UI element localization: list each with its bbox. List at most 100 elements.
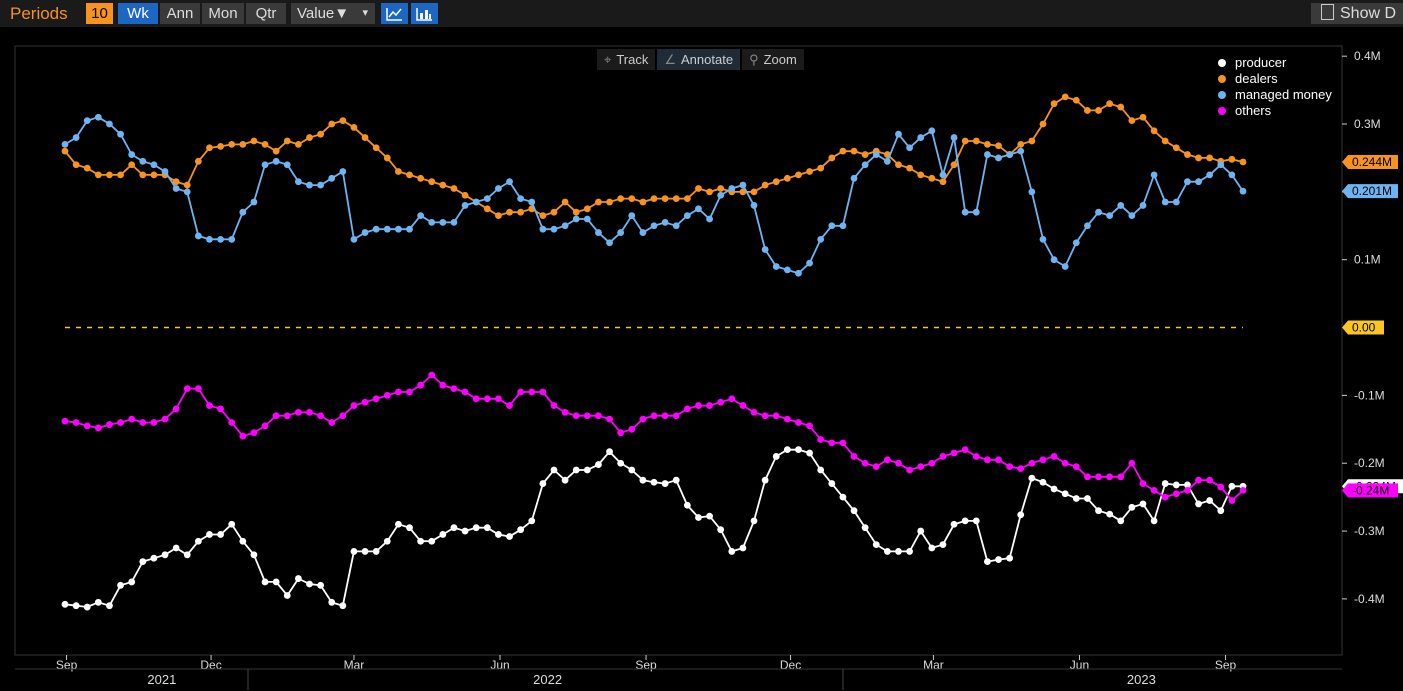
point-others xyxy=(961,446,969,454)
track-label: Track xyxy=(616,52,649,67)
point-managed-money xyxy=(906,144,914,152)
point-dealers xyxy=(828,154,836,162)
value-dropdown[interactable]: Value▼ ▾ xyxy=(291,3,375,24)
point-dealers xyxy=(261,140,269,148)
point-others xyxy=(106,421,113,428)
point-others xyxy=(1161,493,1169,501)
point-producer xyxy=(506,533,513,540)
point-dealers xyxy=(172,178,180,186)
point-producer xyxy=(683,501,691,509)
point-dealers xyxy=(417,174,425,182)
point-managed-money xyxy=(461,202,469,209)
point-dealers xyxy=(517,208,525,216)
legend-item-producer[interactable]: producer xyxy=(1211,55,1339,71)
legend-item-dealers[interactable]: dealers xyxy=(1211,71,1339,87)
legend-item-others[interactable]: others xyxy=(1211,103,1339,119)
point-managed-money xyxy=(317,181,325,189)
point-producer xyxy=(128,578,136,586)
point-producer xyxy=(217,531,224,538)
point-others xyxy=(595,412,602,420)
point-managed-money xyxy=(706,215,713,223)
legend-item-managed-money[interactable]: managed money xyxy=(1211,87,1339,103)
point-dealers xyxy=(950,161,958,169)
point-others xyxy=(72,419,80,426)
point-managed-money xyxy=(339,168,347,175)
point-producer xyxy=(617,459,625,467)
annotate-button[interactable]: ∠ Annotate xyxy=(657,49,741,70)
point-producer xyxy=(439,531,447,538)
legend-label: managed money xyxy=(1235,87,1332,102)
point-dealers xyxy=(461,191,469,199)
point-others xyxy=(495,395,502,403)
point-producer xyxy=(1128,503,1136,511)
point-producer xyxy=(517,526,525,534)
zero-value-label: 0.00 xyxy=(1352,321,1376,335)
point-producer xyxy=(1195,500,1202,508)
point-dealers xyxy=(906,164,914,172)
point-producer xyxy=(372,548,380,555)
point-others xyxy=(928,459,936,467)
point-producer xyxy=(695,514,702,521)
point-others xyxy=(506,402,513,409)
point-others xyxy=(517,388,525,396)
monthly-button[interactable]: Mon xyxy=(202,3,244,24)
point-producer xyxy=(706,512,713,520)
point-dealers xyxy=(1117,103,1125,111)
y-tick-label: -0.3M xyxy=(1354,524,1385,538)
bar-chart-icon[interactable] xyxy=(411,3,438,24)
point-dealers xyxy=(972,137,980,145)
point-others xyxy=(228,419,236,426)
point-producer xyxy=(1050,485,1058,493)
point-producer xyxy=(461,527,469,535)
point-others xyxy=(672,412,680,420)
point-dealers xyxy=(617,195,625,203)
point-producer xyxy=(1150,517,1158,525)
zoom-button[interactable]: ⚲ Zoom xyxy=(742,49,804,70)
point-producer xyxy=(1039,478,1047,486)
point-others xyxy=(1206,476,1214,484)
point-managed-money xyxy=(1139,202,1147,209)
point-managed-money xyxy=(739,181,747,189)
point-others xyxy=(317,412,325,420)
periods-input[interactable]: 10 xyxy=(86,3,113,24)
point-managed-money xyxy=(61,140,69,148)
chart-area[interactable]: -0.4M-0.3M-0.2M-0.1M0.1M0.2M0.3M0.4MSepD… xyxy=(0,27,1403,691)
track-button[interactable]: ⌖ Track xyxy=(597,49,656,70)
point-managed-money xyxy=(1206,171,1214,179)
line-chart-icon[interactable] xyxy=(381,3,408,24)
point-producer xyxy=(483,524,491,532)
quarterly-button[interactable]: Qtr xyxy=(246,3,286,24)
point-managed-money xyxy=(217,235,224,243)
point-others xyxy=(294,408,302,416)
point-others xyxy=(939,453,947,460)
x-tick-label: Jun xyxy=(490,658,509,672)
point-others xyxy=(839,439,847,447)
point-others xyxy=(361,398,369,406)
point-dealers xyxy=(428,178,436,186)
point-others xyxy=(439,381,447,389)
point-dealers xyxy=(439,181,447,189)
weekly-button[interactable]: Wk xyxy=(118,3,158,24)
point-dealers xyxy=(317,130,325,138)
point-managed-money xyxy=(839,222,847,230)
point-others xyxy=(1095,473,1102,481)
point-dealers xyxy=(139,171,147,179)
point-dealers xyxy=(717,185,725,192)
point-managed-money xyxy=(239,208,247,216)
show-button[interactable]: Show D xyxy=(1311,3,1403,24)
point-managed-money xyxy=(472,198,480,206)
point-producer xyxy=(139,558,147,565)
point-managed-money xyxy=(517,195,525,203)
point-dealers xyxy=(817,164,825,172)
point-managed-money xyxy=(872,151,880,158)
point-others xyxy=(739,402,747,409)
last-value-managed-money: 0.201M xyxy=(1352,184,1392,198)
point-dealers xyxy=(306,134,313,141)
point-dealers xyxy=(983,140,991,148)
point-others xyxy=(250,429,258,437)
point-producer xyxy=(317,581,325,589)
x-tick-label: Sep xyxy=(56,658,78,672)
annual-button[interactable]: Ann xyxy=(160,3,200,24)
point-managed-money xyxy=(928,127,936,135)
point-producer xyxy=(795,446,802,454)
